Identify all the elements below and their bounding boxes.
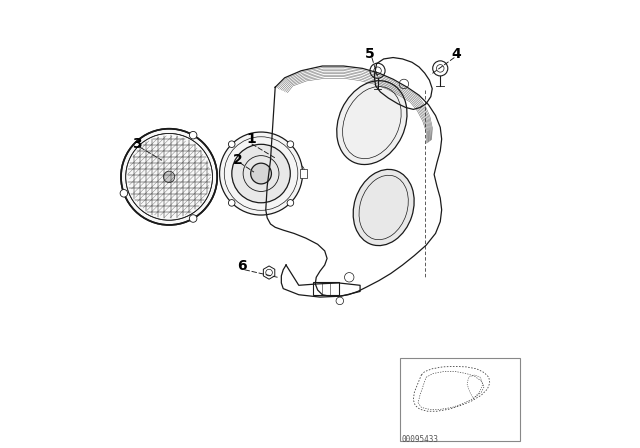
Bar xyxy=(400,358,520,441)
Polygon shape xyxy=(263,266,275,279)
Ellipse shape xyxy=(337,81,407,164)
Circle shape xyxy=(228,200,235,206)
Bar xyxy=(313,281,339,295)
Circle shape xyxy=(189,215,197,222)
Text: 2: 2 xyxy=(232,153,243,168)
Circle shape xyxy=(251,163,271,184)
Circle shape xyxy=(120,190,127,197)
Circle shape xyxy=(370,63,385,78)
Text: 6: 6 xyxy=(237,259,247,273)
Circle shape xyxy=(228,141,235,147)
Text: 3: 3 xyxy=(132,137,142,151)
Circle shape xyxy=(189,131,197,139)
Circle shape xyxy=(287,141,294,147)
Text: 5: 5 xyxy=(365,47,374,61)
Bar xyxy=(300,169,307,178)
Circle shape xyxy=(163,171,175,182)
Text: 00095433: 00095433 xyxy=(401,435,438,444)
Text: 4: 4 xyxy=(451,47,461,61)
Circle shape xyxy=(287,200,294,206)
Ellipse shape xyxy=(353,169,414,246)
Text: 1: 1 xyxy=(247,132,257,146)
Circle shape xyxy=(232,144,291,203)
Circle shape xyxy=(121,129,217,225)
Circle shape xyxy=(220,132,303,215)
Circle shape xyxy=(433,61,448,76)
